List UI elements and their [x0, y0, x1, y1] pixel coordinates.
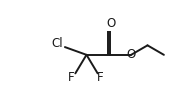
Text: F: F [68, 71, 75, 84]
Text: F: F [97, 71, 103, 84]
Text: O: O [127, 48, 136, 61]
Text: Cl: Cl [51, 37, 63, 50]
Text: O: O [106, 17, 116, 30]
